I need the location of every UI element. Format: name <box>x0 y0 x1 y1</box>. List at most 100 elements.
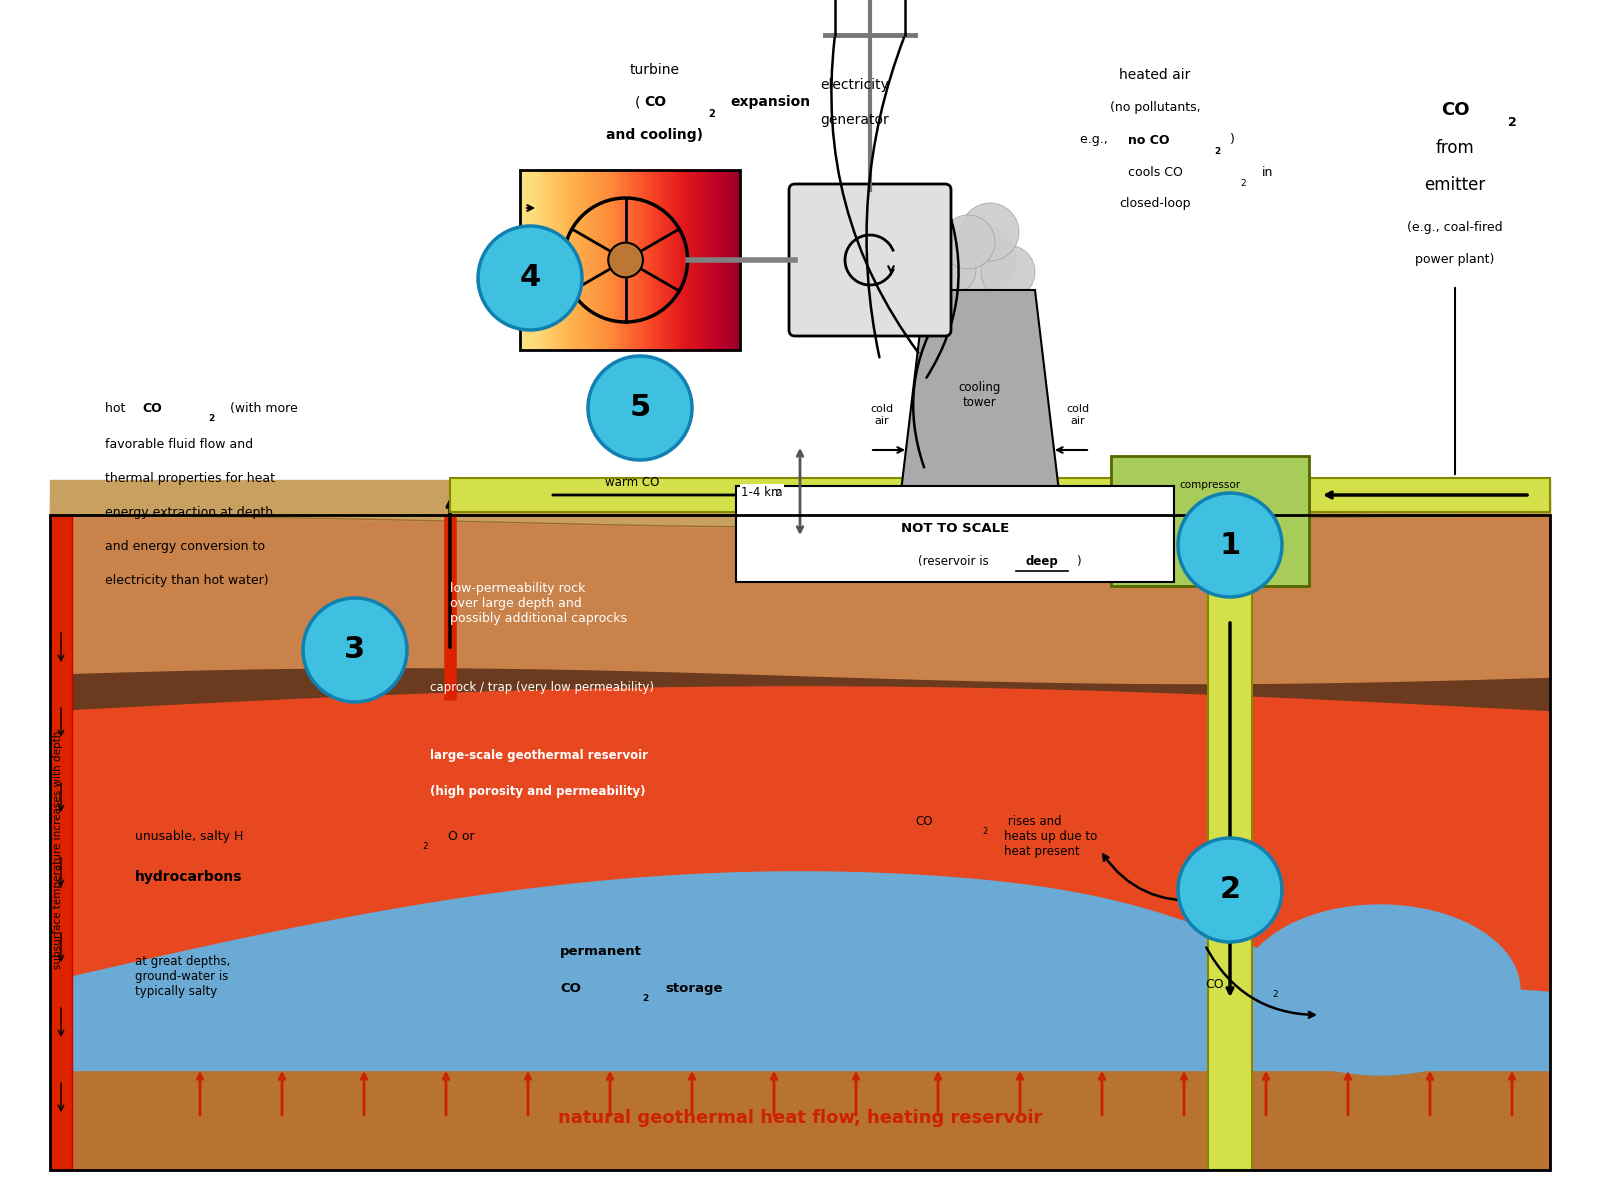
Bar <box>544 170 547 350</box>
Bar <box>698 170 701 350</box>
Text: from: from <box>1435 139 1474 157</box>
Text: rises and
heats up due to
heat present: rises and heats up due to heat present <box>1005 815 1098 858</box>
Bar <box>680 170 683 350</box>
Polygon shape <box>50 500 1550 1170</box>
FancyBboxPatch shape <box>736 486 1174 582</box>
Bar <box>715 170 718 350</box>
Bar <box>597 170 600 350</box>
Text: CO: CO <box>560 982 581 995</box>
Bar <box>667 170 670 350</box>
Bar <box>626 170 627 350</box>
Text: emitter: emitter <box>1424 176 1486 194</box>
Text: in: in <box>1262 166 1274 179</box>
Bar <box>563 170 566 350</box>
Bar <box>736 170 738 350</box>
Text: cold: cold <box>1189 508 1230 526</box>
Text: cools CO: cools CO <box>1128 166 1182 179</box>
Text: energy extraction at depth: energy extraction at depth <box>106 506 274 518</box>
Text: (high porosity and permeability): (high porosity and permeability) <box>430 786 645 798</box>
Text: unusable, salty H: unusable, salty H <box>134 830 243 842</box>
FancyBboxPatch shape <box>789 184 950 336</box>
Bar <box>522 170 525 350</box>
Bar <box>726 170 730 350</box>
Bar <box>723 170 725 350</box>
Bar <box>557 170 560 350</box>
Text: 2: 2 <box>1219 876 1240 905</box>
Circle shape <box>1178 493 1282 596</box>
Bar <box>574 170 578 350</box>
Bar <box>645 170 648 350</box>
Circle shape <box>1178 838 1282 942</box>
Text: (: ( <box>635 95 640 109</box>
Text: 5: 5 <box>629 394 651 422</box>
Bar <box>560 170 562 350</box>
Bar <box>718 170 720 350</box>
Text: caprock / trap (very low permeability): caprock / trap (very low permeability) <box>430 682 654 695</box>
Bar <box>650 170 653 350</box>
Text: 2: 2 <box>1272 990 1278 998</box>
Bar <box>702 170 706 350</box>
Bar <box>627 170 630 350</box>
Bar <box>691 170 694 350</box>
Bar <box>730 170 731 350</box>
Bar <box>610 170 613 350</box>
Bar <box>653 170 654 350</box>
Text: CO: CO <box>1440 101 1469 119</box>
Bar <box>547 170 549 350</box>
Bar <box>696 170 698 350</box>
Text: 1-4 km: 1-4 km <box>741 486 782 498</box>
Text: 2: 2 <box>642 994 648 1003</box>
Bar <box>707 170 709 350</box>
Bar <box>608 170 610 350</box>
Bar <box>595 170 597 350</box>
Bar <box>530 170 531 350</box>
Text: 2: 2 <box>707 109 715 119</box>
Text: CO: CO <box>643 95 666 109</box>
Text: storage: storage <box>666 982 723 995</box>
Bar <box>531 170 533 350</box>
Bar <box>714 170 715 350</box>
Text: 4: 4 <box>520 264 541 293</box>
Text: (no pollutants,: (no pollutants, <box>1110 102 1200 114</box>
Bar <box>618 170 619 350</box>
Circle shape <box>962 203 1019 260</box>
Bar <box>624 170 626 350</box>
Bar <box>683 170 685 350</box>
Text: (with more: (with more <box>230 402 298 415</box>
Bar <box>568 170 571 350</box>
Text: warm CO: warm CO <box>605 475 659 488</box>
Bar <box>619 170 621 350</box>
Bar <box>554 170 555 350</box>
Bar <box>542 170 544 350</box>
Text: low-permeability rock
over large depth and
possibly additional caprocks: low-permeability rock over large depth a… <box>450 582 627 625</box>
Bar <box>661 170 662 350</box>
Bar <box>642 170 643 350</box>
Bar <box>539 170 542 350</box>
Bar <box>566 170 568 350</box>
Text: 2: 2 <box>1240 180 1246 188</box>
Bar <box>573 170 574 350</box>
Bar <box>659 170 661 350</box>
Bar <box>600 170 602 350</box>
Bar <box>603 170 606 350</box>
Circle shape <box>478 226 582 330</box>
Text: CO: CO <box>1205 978 1224 991</box>
Text: (reservoir is: (reservoir is <box>918 556 992 569</box>
Bar <box>549 170 550 350</box>
Bar <box>688 170 690 350</box>
Bar <box>630 170 632 350</box>
Bar <box>606 170 608 350</box>
Bar <box>694 170 696 350</box>
Text: heated air: heated air <box>1120 68 1190 82</box>
Text: (e.g., coal-fired: (e.g., coal-fired <box>1406 222 1502 234</box>
FancyBboxPatch shape <box>1208 515 1251 1170</box>
Bar <box>613 170 614 350</box>
Text: and cooling): and cooling) <box>606 128 704 142</box>
Text: power plant): power plant) <box>1416 253 1494 266</box>
Bar <box>562 170 565 350</box>
Bar <box>690 170 691 350</box>
FancyBboxPatch shape <box>1299 478 1550 512</box>
Text: at great depths,
ground-water is
typically salty: at great depths, ground-water is typical… <box>134 955 230 998</box>
Bar <box>656 170 659 350</box>
Text: cooling
tower: cooling tower <box>958 380 1002 409</box>
